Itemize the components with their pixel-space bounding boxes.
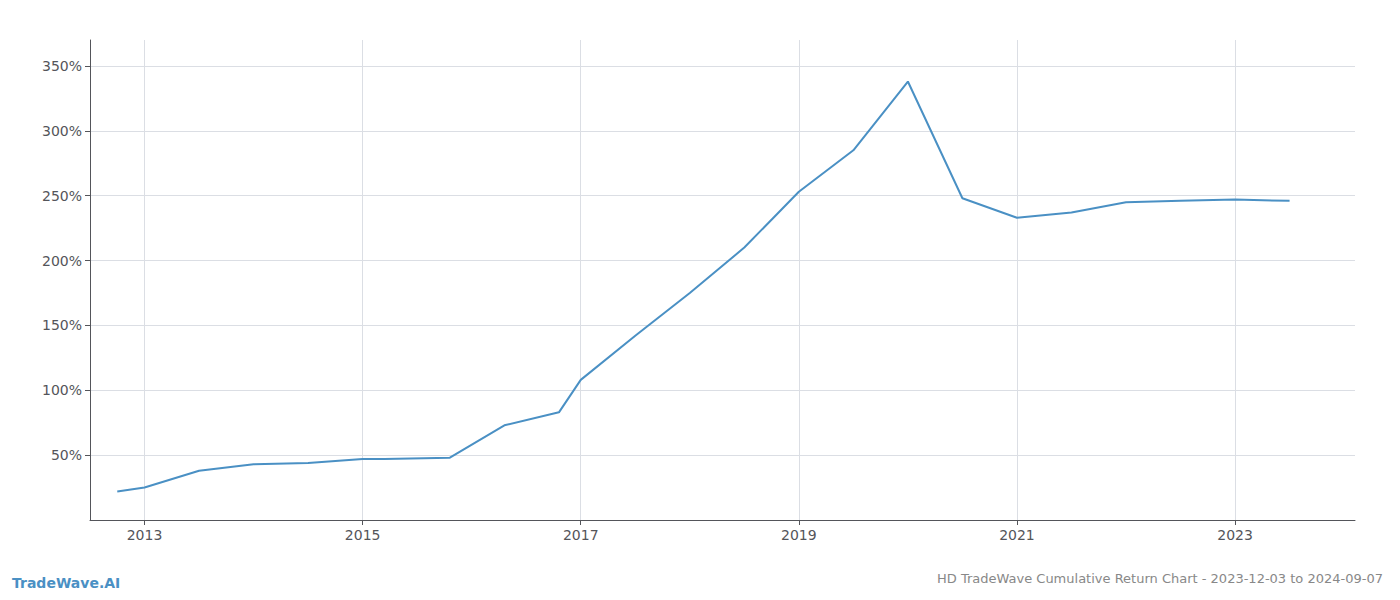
svg-text:350%: 350%: [42, 58, 82, 74]
svg-text:2023: 2023: [1217, 527, 1253, 543]
svg-text:2017: 2017: [563, 527, 599, 543]
svg-text:250%: 250%: [42, 188, 82, 204]
svg-text:50%: 50%: [51, 447, 82, 463]
svg-text:HD TradeWave Cumulative Return: HD TradeWave Cumulative Return Chart - 2…: [937, 571, 1383, 586]
svg-text:2021: 2021: [999, 527, 1035, 543]
svg-text:300%: 300%: [42, 123, 82, 139]
svg-text:150%: 150%: [42, 317, 82, 333]
svg-text:2013: 2013: [127, 527, 163, 543]
svg-text:200%: 200%: [42, 253, 82, 269]
svg-text:100%: 100%: [42, 382, 82, 398]
svg-text:TradeWave.AI: TradeWave.AI: [12, 575, 120, 591]
svg-text:2019: 2019: [781, 527, 817, 543]
svg-text:2015: 2015: [345, 527, 381, 543]
